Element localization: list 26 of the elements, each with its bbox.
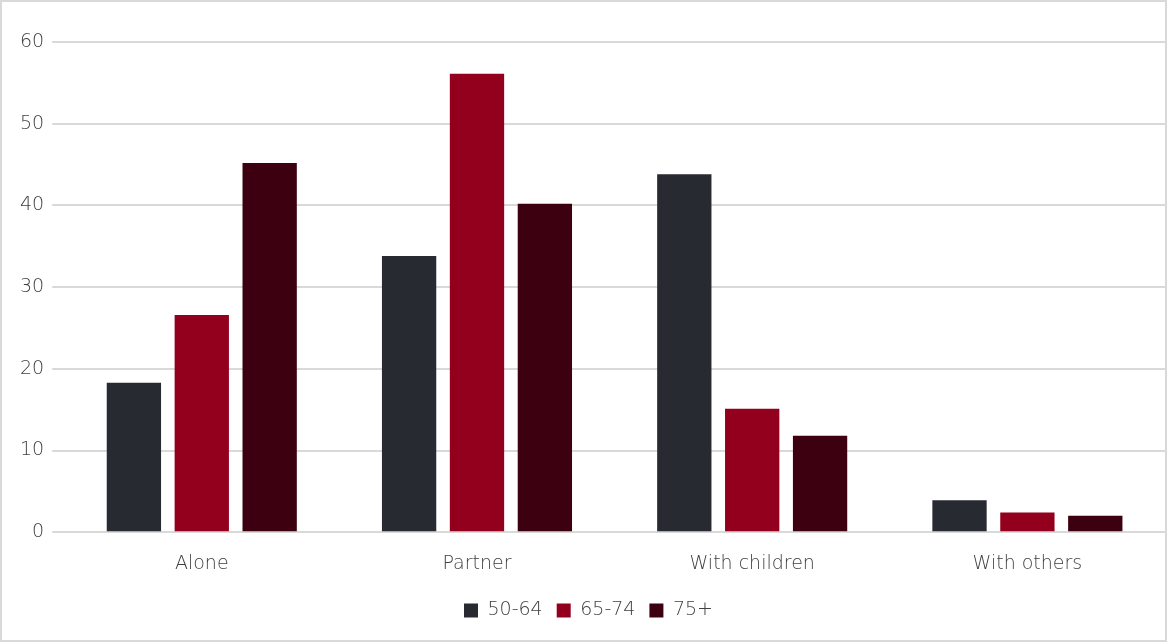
bar [1000, 512, 1055, 532]
bar [792, 435, 848, 532]
x-tick-label: Alone [174, 550, 229, 573]
bar [725, 408, 780, 532]
x-tick-label: With others [972, 550, 1083, 573]
bar [517, 203, 573, 532]
bar [449, 73, 505, 532]
bar [932, 500, 987, 532]
legend-label: 75+ [672, 597, 714, 620]
y-tick-label: 30 [19, 274, 45, 297]
bar [174, 314, 229, 532]
bar [657, 174, 712, 532]
bar [242, 162, 297, 532]
y-tick-label: 40 [19, 192, 45, 215]
bar [106, 382, 162, 532]
y-tick-label: 20 [19, 355, 45, 378]
y-tick-label: 60 [19, 28, 45, 51]
y-tick-label: 0 [32, 519, 45, 542]
y-tick-label: 50 [19, 110, 45, 133]
x-tick-label: With children [689, 550, 815, 573]
bar [1068, 515, 1123, 532]
legend-label: 65-74 [580, 597, 636, 620]
legend-label: 50-64 [487, 597, 543, 620]
y-tick-label: 10 [19, 437, 45, 460]
x-tick-label: Partner [442, 550, 512, 573]
bar [381, 256, 437, 532]
